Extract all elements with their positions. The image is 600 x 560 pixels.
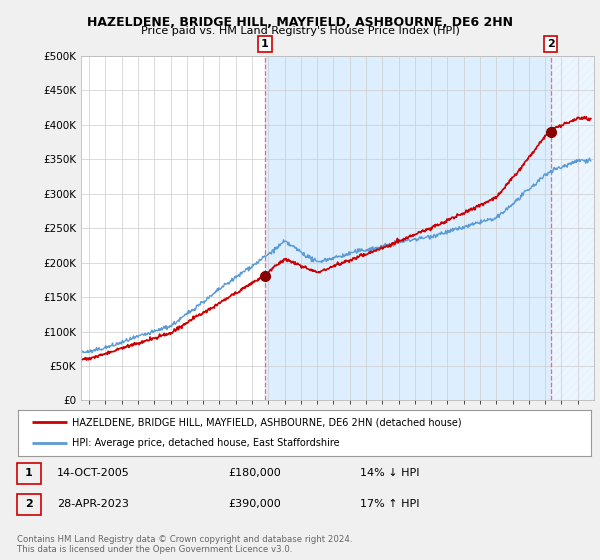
Text: HPI: Average price, detached house, East Staffordshire: HPI: Average price, detached house, East… [73,438,340,448]
Text: 28-APR-2023: 28-APR-2023 [57,499,129,509]
Text: Price paid vs. HM Land Registry's House Price Index (HPI): Price paid vs. HM Land Registry's House … [140,26,460,36]
Text: £390,000: £390,000 [228,499,281,509]
Text: 2: 2 [25,499,32,509]
Text: 14% ↓ HPI: 14% ↓ HPI [360,468,419,478]
Text: 14-OCT-2005: 14-OCT-2005 [57,468,130,478]
Text: 1: 1 [261,39,269,49]
Bar [551,56,594,400]
Text: 2: 2 [547,39,554,49]
Text: 1: 1 [25,468,32,478]
Text: 17% ↑ HPI: 17% ↑ HPI [360,499,419,509]
Text: Contains HM Land Registry data © Crown copyright and database right 2024.
This d: Contains HM Land Registry data © Crown c… [17,535,352,554]
Bar [265,56,551,400]
Text: £180,000: £180,000 [228,468,281,478]
Text: HAZELDENE, BRIDGE HILL, MAYFIELD, ASHBOURNE, DE6 2HN: HAZELDENE, BRIDGE HILL, MAYFIELD, ASHBOU… [87,16,513,29]
Text: HAZELDENE, BRIDGE HILL, MAYFIELD, ASHBOURNE, DE6 2HN (detached house): HAZELDENE, BRIDGE HILL, MAYFIELD, ASHBOU… [73,417,462,427]
